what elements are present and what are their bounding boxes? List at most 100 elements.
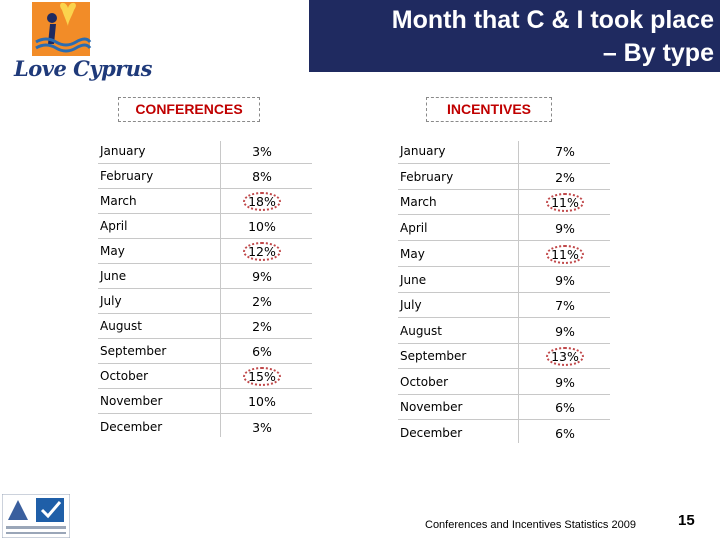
value-cell: 9% <box>520 372 610 393</box>
certification-logo <box>1 493 71 539</box>
row-divider <box>98 288 312 289</box>
percent-value: 9% <box>555 375 575 390</box>
month-cell: June <box>400 273 427 287</box>
row-divider <box>98 413 312 414</box>
value-cell: 7% <box>520 141 610 162</box>
row-divider <box>398 368 610 369</box>
month-cell: October <box>400 375 449 389</box>
table-row: May 11% <box>398 244 610 266</box>
month-cell: November <box>100 394 163 408</box>
value-cell: 15% <box>222 366 302 387</box>
table-row: December 3% <box>98 417 312 439</box>
row-divider <box>398 292 610 293</box>
value-cell: 9% <box>520 270 610 291</box>
incentives-table: January 7% February 2% March 11% April 9% May 11%… <box>398 141 610 449</box>
incentives-label: INCENTIVES <box>426 97 552 122</box>
month-cell: January <box>400 144 446 158</box>
percent-value: 9% <box>555 273 575 288</box>
month-cell: August <box>400 324 442 338</box>
month-cell: December <box>400 426 463 440</box>
table-row: March 11% <box>398 192 610 214</box>
highlighted-value: 15% <box>243 367 281 386</box>
highlighted-value: 13% <box>546 347 584 366</box>
value-cell: 13% <box>520 346 610 367</box>
percent-value: 7% <box>555 144 575 159</box>
row-divider <box>398 189 610 190</box>
table-row: April 9% <box>398 218 610 240</box>
certification-badge-icon <box>1 493 71 539</box>
value-cell: 7% <box>520 295 610 316</box>
table-row: January 3% <box>98 141 312 163</box>
value-cell: 10% <box>222 216 302 237</box>
value-cell: 9% <box>520 321 610 342</box>
table-row: March 18% <box>98 191 312 213</box>
month-cell: January <box>100 144 146 158</box>
table-row: October 15% <box>98 366 312 388</box>
value-cell: 2% <box>222 291 302 312</box>
row-divider <box>98 163 312 164</box>
value-cell: 18% <box>222 191 302 212</box>
table-row: June 9% <box>98 266 312 288</box>
percent-value: 6% <box>555 426 575 441</box>
row-divider <box>398 394 610 395</box>
row-divider <box>98 363 312 364</box>
value-cell: 6% <box>520 423 610 444</box>
value-cell: 2% <box>520 167 610 188</box>
month-cell: September <box>100 344 167 358</box>
month-cell: February <box>400 170 454 184</box>
row-divider <box>398 163 610 164</box>
month-cell: October <box>100 369 149 383</box>
row-divider <box>398 240 610 241</box>
conferences-label: CONFERENCES <box>118 97 260 122</box>
page-title: Month that C & I took place – By type <box>309 0 720 72</box>
percent-value: 10% <box>248 219 276 234</box>
percent-value: 3% <box>252 144 272 159</box>
table-row: September 13% <box>398 346 610 368</box>
table-row: November 10% <box>98 391 312 413</box>
row-divider <box>98 263 312 264</box>
value-cell: 11% <box>520 192 610 213</box>
percent-value: 6% <box>555 400 575 415</box>
row-divider <box>98 388 312 389</box>
percent-value: 8% <box>252 169 272 184</box>
title-line-2: – By type <box>602 39 714 67</box>
row-divider <box>98 188 312 189</box>
month-cell: June <box>100 269 127 283</box>
love-cyprus-logo: Love Cyprus <box>6 2 152 82</box>
percent-value: 2% <box>555 170 575 185</box>
value-cell: 9% <box>222 266 302 287</box>
month-cell: April <box>100 219 128 233</box>
value-cell: 12% <box>222 241 302 262</box>
row-divider <box>98 238 312 239</box>
table-row: February 2% <box>398 167 610 189</box>
month-cell: March <box>100 194 137 208</box>
row-divider <box>398 419 610 420</box>
month-cell: March <box>400 195 437 209</box>
row-divider <box>398 317 610 318</box>
row-divider <box>98 338 312 339</box>
row-divider <box>398 266 610 267</box>
percent-value: 3% <box>252 420 272 435</box>
month-cell: April <box>400 221 428 235</box>
month-cell: July <box>400 298 422 312</box>
month-cell: February <box>100 169 154 183</box>
month-cell: December <box>100 420 163 434</box>
title-line-1: Month that C & I took place <box>391 6 714 34</box>
table-row: June 9% <box>398 270 610 292</box>
table-row: November 6% <box>398 397 610 419</box>
table-row: September 6% <box>98 341 312 363</box>
highlighted-value: 18% <box>243 192 281 211</box>
value-cell: 9% <box>520 218 610 239</box>
month-cell: September <box>400 349 467 363</box>
table-row: May 12% <box>98 241 312 263</box>
highlighted-value: 11% <box>546 193 584 212</box>
table-row: July 7% <box>398 295 610 317</box>
value-cell: 8% <box>222 166 302 187</box>
table-row: October 9% <box>398 372 610 394</box>
percent-value: 9% <box>252 269 272 284</box>
percent-value: 7% <box>555 298 575 313</box>
table-row: April 10% <box>98 216 312 238</box>
month-cell: July <box>100 294 122 308</box>
value-cell: 6% <box>520 397 610 418</box>
percent-value: 2% <box>252 294 272 309</box>
